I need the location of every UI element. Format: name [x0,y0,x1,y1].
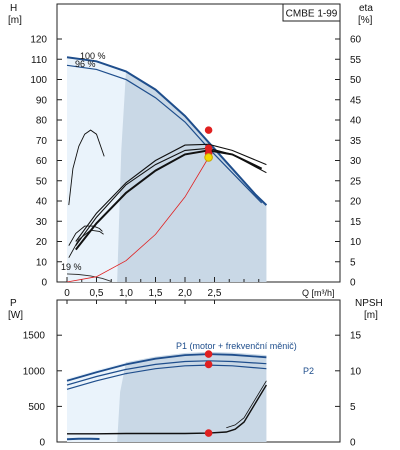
duty-point-marker [204,153,213,162]
eta-tick-label: 45 [350,95,362,106]
npsh-curve [67,384,267,435]
eta-tick-label: 40 [350,116,362,127]
power-p2-curve [66,364,267,390]
eta-tick-label: 5 [350,257,356,268]
head-tick-label: 50 [36,176,48,187]
head-axis-label: H [10,3,17,14]
eta-tick-label: 50 [350,75,362,86]
speed-label-96: 96 % [75,59,96,69]
eta-tick-label: 60 [350,35,362,46]
efficiency-low-speed-2 [68,225,103,246]
npsh-curve-alt [226,380,267,429]
npsh-tick-label: 15 [350,331,362,342]
chart-title: CMBE 1-99 [286,9,338,20]
efficiency-curve-main [75,149,263,251]
power-mid-curve [66,360,267,386]
head-tick-label: 100 [30,75,47,86]
pump-curve-100 [66,56,268,206]
efficiency-low-speed-3 [68,229,104,258]
system-curve [66,157,209,282]
eta-axis-label: eta [359,3,373,14]
head-tick-label: 80 [36,116,48,127]
title-box [282,3,341,22]
head-tick-label: 120 [30,35,47,46]
pump-curve-19 [66,273,112,282]
flow-tick-label: 2,5 [208,288,222,299]
operating-point-marker [204,360,213,369]
eta-tick-label: 10 [350,237,362,248]
flow-tick-label: 1,0 [119,288,133,299]
flow-tick-label: 0 [64,288,70,299]
eta-tick-label: 0 [350,278,356,289]
p2-curve-label: P2 [303,366,314,376]
power-tick-label: 1500 [23,331,46,342]
efficiency-curve-a [75,143,267,242]
npsh-tick-label: 10 [350,366,362,377]
pump-curve-96 [66,64,263,204]
npsh-tick-label: 0 [350,438,356,449]
head-axis-unit: [m] [8,15,22,26]
head-tick-label: 20 [36,237,48,248]
preferred-operating-area [117,71,267,282]
npsh-axis-unit: [m] [364,310,378,321]
power-tick-label: 500 [28,402,45,413]
power-preferred-area [117,351,267,442]
operating-point-marker [204,126,213,134]
eta-tick-label: 25 [350,176,362,187]
eta-tick-label: 35 [350,136,362,147]
head-tick-label: 90 [36,95,48,106]
efficiency-low-speed-1 [68,129,105,206]
eta-tick-label: 15 [350,217,362,228]
head-tick-label: 70 [36,136,48,147]
operating-point-marker [204,429,213,437]
speed-label-100: 100 % [80,51,106,61]
head-tick-label: 10 [36,257,48,268]
head-tick-label: 110 [31,55,47,66]
head-tick-label: 40 [36,197,48,208]
flow-tick-label: 0,5 [90,288,104,299]
power-tick-label: 1000 [23,366,46,377]
head-tick-label: 0 [41,278,47,289]
npsh-axis-label: NPSH [355,298,383,309]
power-p1-curve [66,353,267,382]
eta-tick-label: 20 [350,197,362,208]
power-tick-label: 0 [39,438,45,449]
flow-tick-label: 1,5 [149,288,163,299]
p1-curve-label: P1 (motor + frekvenční měnič) [176,341,297,351]
speed-label-19: 19 % [61,262,82,272]
eta-tick-label: 30 [350,156,362,167]
head-tick-label: 30 [36,217,48,228]
operating-point-marker [204,350,213,358]
npsh-tick-label: 5 [350,402,356,413]
eta-axis-unit: [%] [358,15,373,26]
flow-axis-label: Q [m³/h] [302,288,335,298]
power-axis-label: P [10,298,17,309]
eta-tick-label: 55 [350,55,362,66]
head-tick-label: 60 [36,156,48,167]
power-axis-unit: [W] [8,310,23,321]
flow-tick-label: 2,0 [178,288,192,299]
